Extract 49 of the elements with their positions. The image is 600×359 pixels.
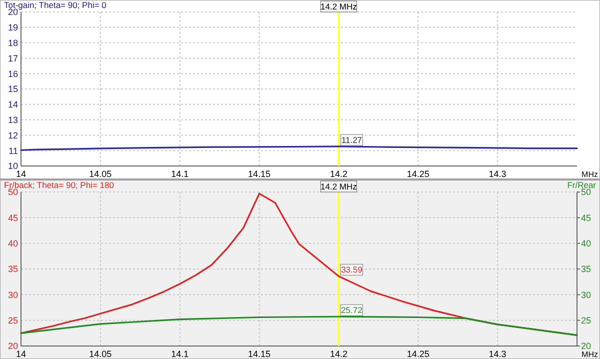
x-tick-label: 14 xyxy=(16,169,26,179)
y2-tick-label: 40 xyxy=(581,238,592,248)
y-tick-label: 17 xyxy=(8,53,18,64)
x-tick-label: 14.15 xyxy=(248,169,271,179)
data-label: 33.59 xyxy=(341,264,363,275)
y-tick-label: 11 xyxy=(8,146,18,156)
x-tick-label: 14.05 xyxy=(89,349,112,359)
data-label: 11.27 xyxy=(341,134,362,145)
x-tick-label: 14 xyxy=(16,349,26,359)
y-tick-label: 45 xyxy=(8,212,18,223)
x-tick-label: 14.15 xyxy=(248,349,271,359)
y2-tick-label: 30 xyxy=(581,290,592,300)
x-tick-label: 14.2 xyxy=(330,169,348,179)
y-tick-label: 15 xyxy=(8,84,18,94)
chart-title: Fr/back; Theta= 90; Phi= 180 xyxy=(4,180,114,190)
y-tick-label: 16 xyxy=(8,68,18,79)
y-tick-label: 18 xyxy=(8,38,18,48)
y-tick-label: 35 xyxy=(8,264,18,274)
y-tick-label: 12 xyxy=(8,130,18,140)
chart-title: Tot-gain; Theta= 90; Phi= 0 xyxy=(4,0,107,10)
y-tick-label: 20 xyxy=(8,7,18,18)
x-tick-label: 14.3 xyxy=(488,169,506,179)
x-tick-label: 14.3 xyxy=(488,349,506,359)
x-tick-label: 14.25 xyxy=(406,349,430,359)
x-tick-label: 14.1 xyxy=(171,349,189,359)
x-axis-title: MHz xyxy=(582,350,598,359)
y-tick-label: 20 xyxy=(8,341,18,352)
x-tick-label: 14.05 xyxy=(89,169,112,179)
y2-tick-label: 20 xyxy=(581,341,592,352)
x-tick-label: 14.2 xyxy=(330,349,348,359)
y2-tick-label: 25 xyxy=(581,315,592,326)
y2-axis-title: Fr/Rear xyxy=(567,180,596,190)
y2-tick-label: 35 xyxy=(581,264,592,274)
x-tick-label: 14.1 xyxy=(171,169,189,179)
y2-tick-label: 45 xyxy=(581,212,592,223)
y-tick-label: 10 xyxy=(8,161,18,172)
y-tick-label: 50 xyxy=(8,187,18,198)
y-tick-label: 40 xyxy=(8,238,18,248)
ref-line-label: 14.2 MHz xyxy=(320,182,357,192)
y-tick-label: 13 xyxy=(8,114,18,125)
y-tick-label: 25 xyxy=(8,315,18,326)
x-tick-label: 14.25 xyxy=(406,169,430,179)
ref-line-label: 14.2 MHz xyxy=(320,2,357,12)
y-tick-label: 19 xyxy=(8,22,18,33)
y-tick-label: 14 xyxy=(8,100,18,110)
x-axis-title: MHz xyxy=(582,170,598,179)
data-label: 25.72 xyxy=(341,305,363,316)
y-tick-label: 30 xyxy=(8,290,18,300)
y2-tick-label: 50 xyxy=(581,187,592,198)
